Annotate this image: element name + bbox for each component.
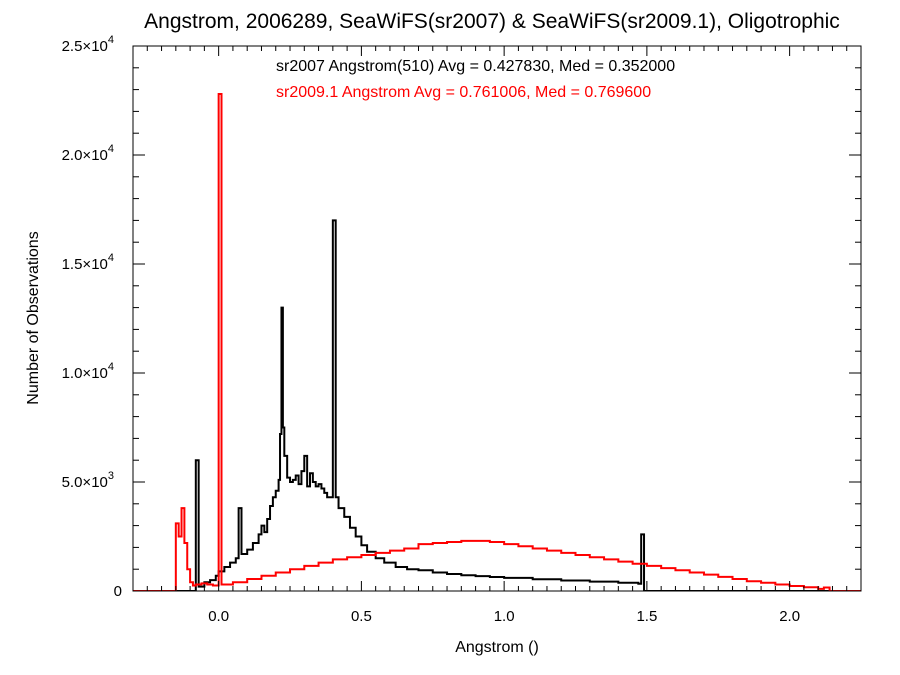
- plot-frame: [132, 45, 862, 592]
- x-tick-label: 0.5: [351, 608, 372, 625]
- x-axis: 0.0 0.5 1.0 1.5 2.0: [146, 46, 862, 625]
- x-tick-label: 2.0: [779, 608, 800, 625]
- x-tick-label: 0.0: [208, 608, 229, 625]
- stats-annotation-2: sr2009.1 Angstrom Avg = 0.761006, Med = …: [276, 84, 651, 101]
- x-axis-label: Angstrom (): [455, 639, 539, 656]
- y-tick-label: 1.5×104: [62, 252, 114, 273]
- y-tick-label: 1.0×104: [62, 361, 114, 382]
- series-line-2: [133, 92, 861, 591]
- y-tick-label: 5.0×103: [62, 470, 114, 491]
- x-tick-label: 1.5: [636, 608, 657, 625]
- chart-title: Angstrom, 2006289, SeaWiFS(sr2007) & Sea…: [144, 10, 840, 33]
- y-tick-label: 0: [114, 583, 122, 600]
- plot-area: [132, 45, 862, 592]
- y-tick-label: 2.5×104: [62, 34, 114, 55]
- y-axis: 0 5.0×103 1.0×104 1.5×104 2.0×104 2.5×104: [62, 34, 861, 600]
- y-tick-label: 2.0×104: [62, 143, 114, 164]
- stats-annotation-1: sr2007 Angstrom(510) Avg = 0.427830, Med…: [276, 58, 675, 75]
- x-tick-label: 1.0: [494, 608, 515, 625]
- y-axis-label: Number of Observations: [25, 231, 42, 404]
- series-line-1: [133, 219, 861, 591]
- chart-annotations: sr2007 Angstrom(510) Avg = 0.427830, Med…: [276, 58, 675, 101]
